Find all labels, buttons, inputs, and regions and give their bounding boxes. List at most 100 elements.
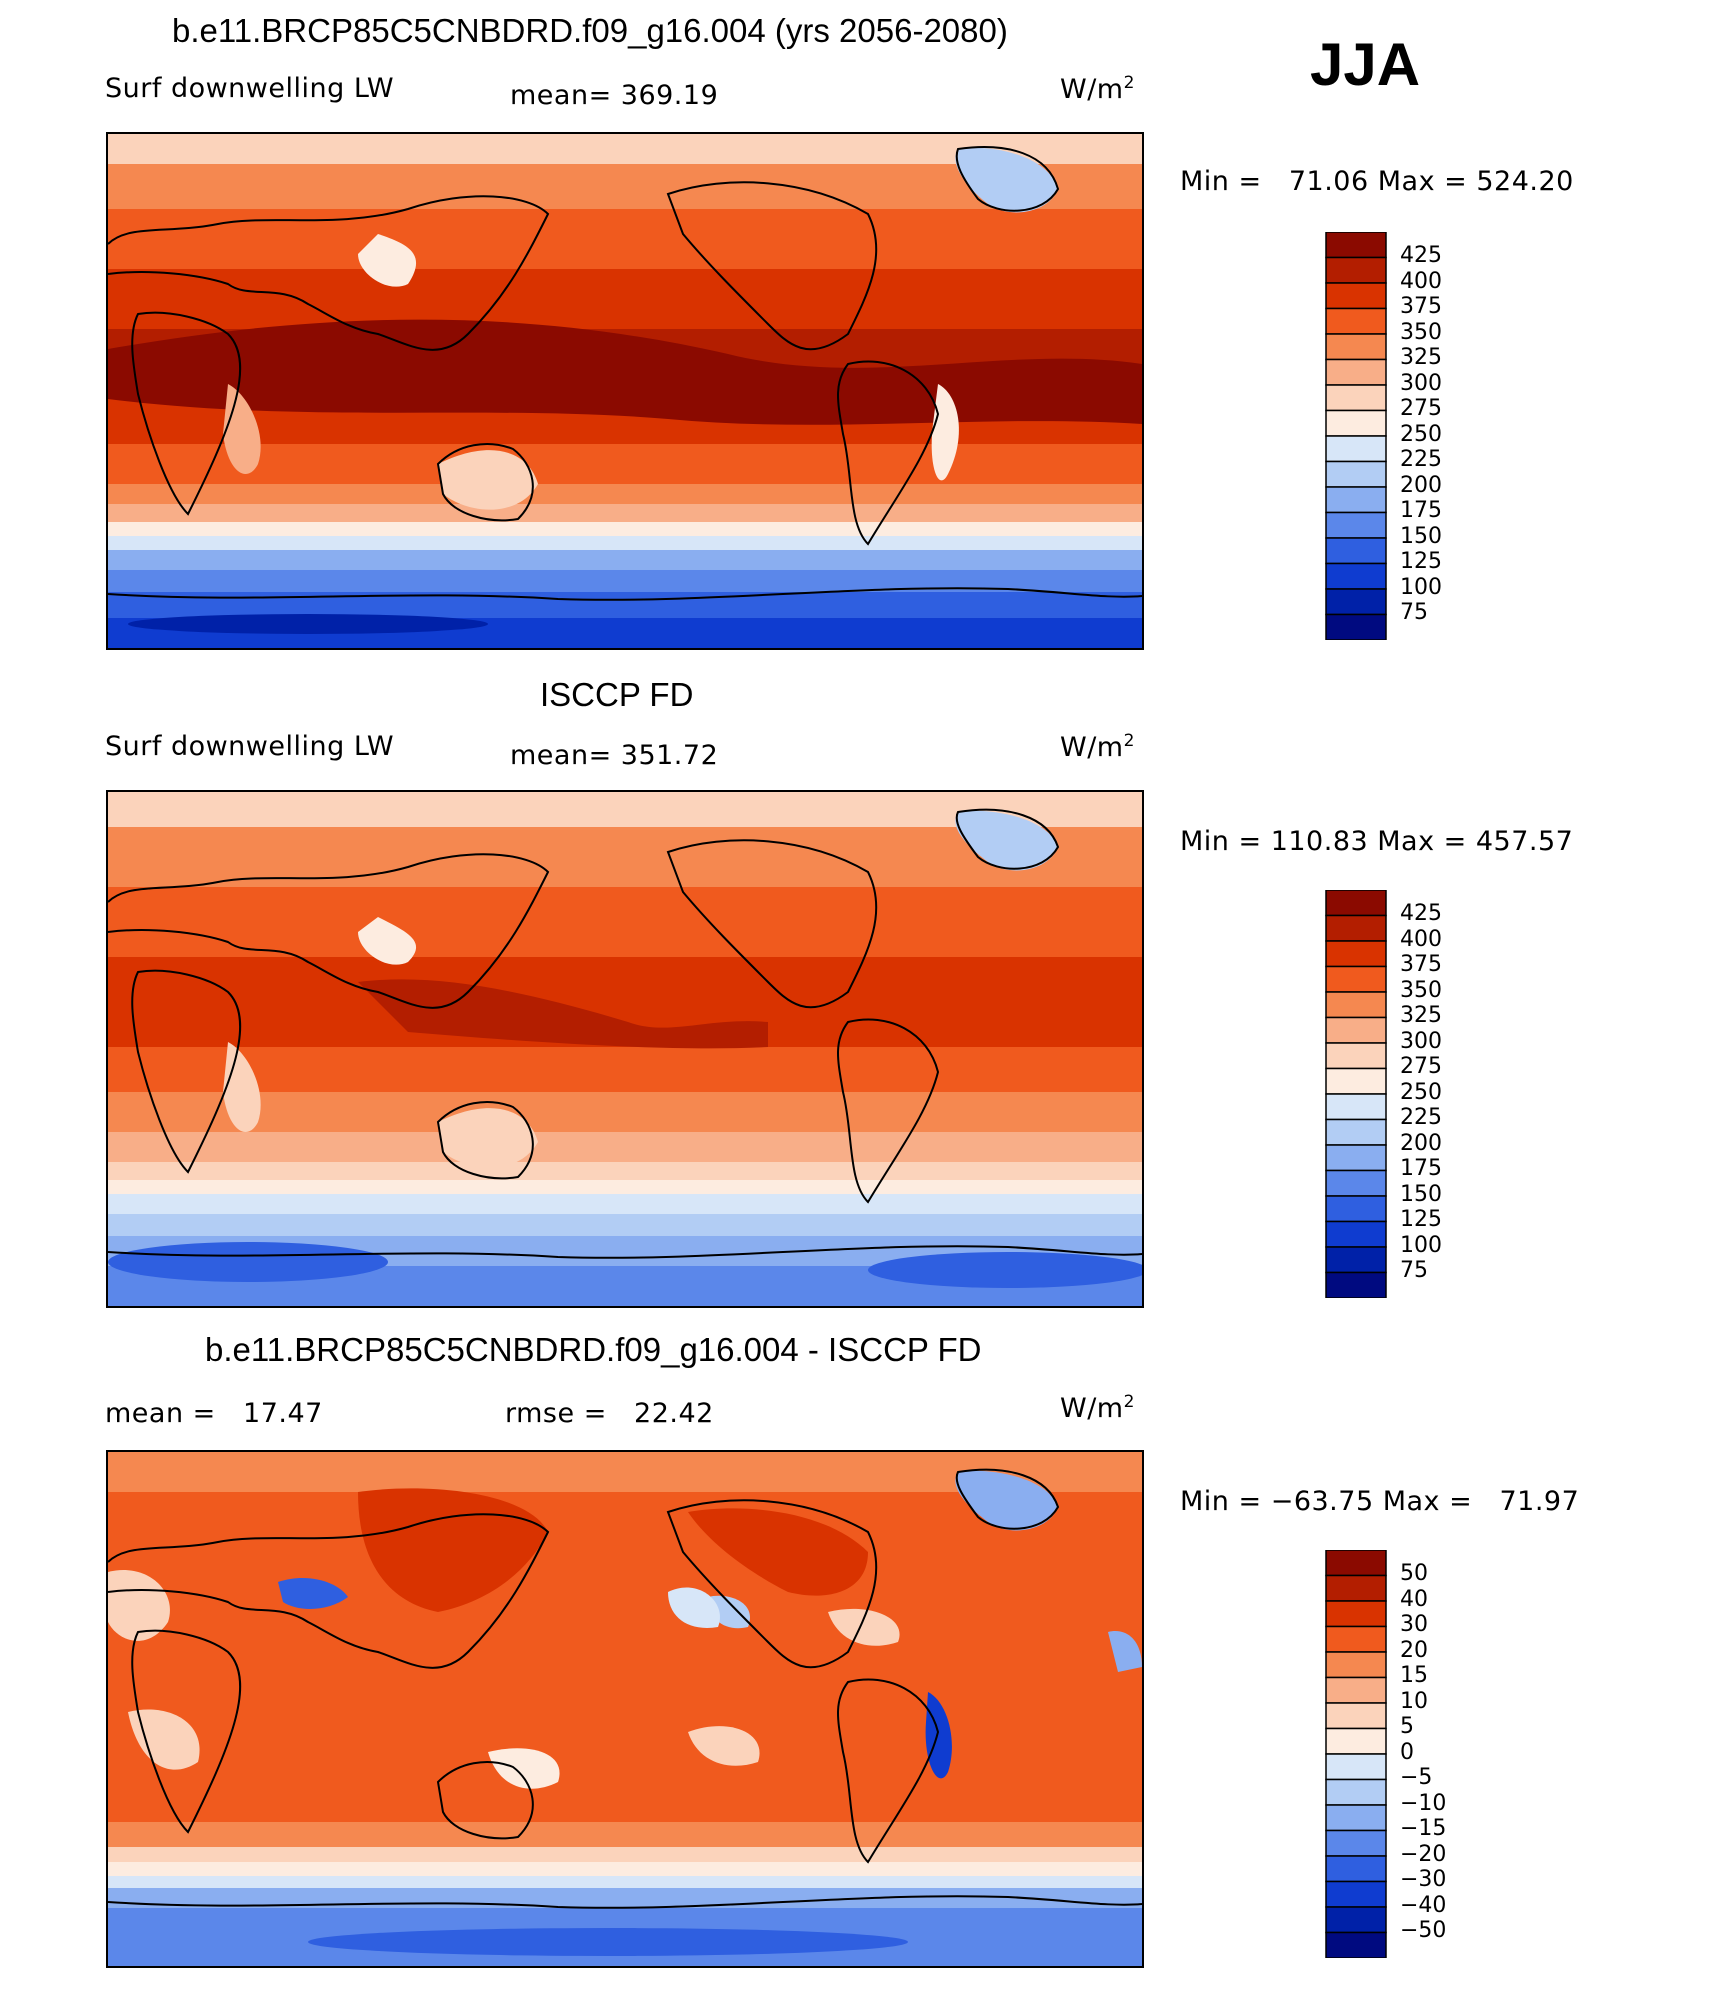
- panel3-mean-label: mean = 17.47: [105, 1398, 323, 1429]
- colorbar-box: [1325, 384, 1387, 412]
- colorbar-tick-label: 75: [1400, 600, 1428, 625]
- colorbar-box: [1325, 613, 1387, 640]
- panel3-colorbar-svg: [1325, 1550, 1387, 1958]
- colorbar-tick-label: 325: [1400, 345, 1442, 370]
- colorbar-tick-label: 5: [1400, 1714, 1414, 1739]
- colorbar-tick-label: −30: [1400, 1867, 1447, 1892]
- colorbar-tick-label: 125: [1400, 1207, 1442, 1232]
- colorbar-box: [1325, 511, 1387, 539]
- panel3-map-svg: [108, 1452, 1142, 1966]
- colorbar-tick-label: 425: [1400, 901, 1442, 926]
- colorbar-box: [1325, 1067, 1387, 1095]
- colorbar-tick-label: 50: [1400, 1561, 1428, 1586]
- colorbar-box: [1325, 1600, 1387, 1628]
- colorbar-box: [1325, 1271, 1387, 1298]
- panel1-units-exp: 2: [1123, 73, 1135, 93]
- colorbar-tick-label: −50: [1400, 1918, 1447, 1943]
- colorbar-box: [1325, 562, 1387, 590]
- panel1-units: W/m2: [1060, 73, 1135, 105]
- colorbar-box: [1325, 282, 1387, 310]
- panel3-map: [106, 1450, 1144, 1968]
- colorbar-box: [1325, 1169, 1387, 1197]
- colorbar-box: [1325, 486, 1387, 514]
- colorbar-box: [1325, 991, 1387, 1019]
- panel2-minmax: Min = 110.83 Max = 457.57: [1180, 826, 1574, 857]
- panel2-units-text: W/m: [1060, 732, 1124, 763]
- panel2-mean-label: mean= 351.72: [510, 740, 719, 771]
- colorbar-tick-label: 300: [1400, 370, 1442, 396]
- panel1-colorbar-svg: [1325, 232, 1387, 640]
- colorbar-tick-label: 250: [1400, 421, 1442, 447]
- panel2-units-exp: 2: [1123, 731, 1135, 751]
- panel1-mean-label: mean= 369.19: [510, 80, 719, 111]
- colorbar-box: [1325, 1880, 1387, 1908]
- colorbar-box: [1325, 537, 1387, 565]
- colorbar-box: [1325, 1702, 1387, 1730]
- colorbar-tick-label: 375: [1400, 952, 1442, 977]
- colorbar-tick-label: 325: [1400, 1003, 1442, 1028]
- colorbar-box: [1325, 333, 1387, 361]
- panel1-colorbar: [1325, 232, 1387, 640]
- colorbar-box: [1325, 1118, 1387, 1146]
- colorbar-tick-label: 100: [1400, 574, 1442, 600]
- colorbar-tick-label: 150: [1400, 1181, 1442, 1207]
- panel2-colorbar: [1325, 890, 1387, 1298]
- colorbar-box: [1325, 1042, 1387, 1070]
- panel3-minmax: Min = −63.75 Max = 71.97: [1180, 1486, 1580, 1517]
- colorbar-box: [1325, 1550, 1387, 1577]
- colorbar-box: [1325, 256, 1387, 284]
- season-label: JJA: [1310, 31, 1421, 98]
- panel3-rmse-label: rmse = 22.42: [505, 1398, 714, 1429]
- colorbar-box: [1325, 1220, 1387, 1248]
- colorbar-tick-label: −15: [1400, 1816, 1447, 1841]
- colorbar-box: [1325, 1931, 1387, 1958]
- colorbar-box: [1325, 1195, 1387, 1223]
- panel3-units-exp: 2: [1123, 1392, 1135, 1412]
- colorbar-tick-label: 20: [1400, 1637, 1428, 1663]
- panel3-title: b.e11.BRCP85C5CNBDRD.f09_g16.004 - ISCCP…: [205, 1331, 982, 1368]
- colorbar-tick-label: 225: [1400, 1105, 1442, 1130]
- colorbar-box: [1325, 1676, 1387, 1704]
- colorbar-box: [1325, 358, 1387, 386]
- panel1-map: [106, 132, 1144, 650]
- colorbar-box: [1325, 1093, 1387, 1121]
- colorbar-tick-label: −40: [1400, 1892, 1447, 1918]
- colorbar-box: [1325, 232, 1387, 259]
- colorbar-tick-label: 125: [1400, 549, 1442, 574]
- colorbar-box: [1325, 1829, 1387, 1857]
- colorbar-box: [1325, 1246, 1387, 1274]
- colorbar-box: [1325, 409, 1387, 437]
- colorbar-box: [1325, 460, 1387, 488]
- colorbar-tick-label: 350: [1400, 319, 1442, 345]
- colorbar-tick-label: 250: [1400, 1079, 1442, 1105]
- panel3-units-text: W/m: [1060, 1393, 1124, 1424]
- panel2-units: W/m2: [1060, 731, 1135, 763]
- colorbar-tick-label: 275: [1400, 1054, 1442, 1079]
- colorbar-box: [1325, 1855, 1387, 1883]
- colorbar-box: [1325, 1778, 1387, 1806]
- colorbar-tick-label: 200: [1400, 472, 1442, 498]
- colorbar-tick-label: 15: [1400, 1663, 1428, 1688]
- colorbar-box: [1325, 588, 1387, 616]
- colorbar-box: [1325, 1906, 1387, 1934]
- colorbar-box: [1325, 965, 1387, 993]
- colorbar-tick-label: −5: [1400, 1765, 1433, 1790]
- colorbar-box: [1325, 1625, 1387, 1653]
- colorbar-tick-label: 275: [1400, 396, 1442, 421]
- colorbar-tick-label: 225: [1400, 447, 1442, 472]
- colorbar-box: [1325, 914, 1387, 942]
- colorbar-tick-label: 0: [1400, 1739, 1414, 1765]
- colorbar-tick-label: 400: [1400, 268, 1442, 294]
- colorbar-tick-label: 175: [1400, 498, 1442, 523]
- panel3-units: W/m2: [1060, 1392, 1135, 1424]
- panel3-colorbar: [1325, 1550, 1387, 1958]
- colorbar-tick-label: 40: [1400, 1586, 1428, 1612]
- colorbar-box: [1325, 307, 1387, 335]
- colorbar-tick-label: 300: [1400, 1028, 1442, 1054]
- panel1-title: b.e11.BRCP85C5CNBDRD.f09_g16.004 (yrs 20…: [172, 12, 1008, 49]
- colorbar-tick-label: 400: [1400, 926, 1442, 952]
- colorbar-tick-label: 100: [1400, 1232, 1442, 1258]
- colorbar-tick-label: −20: [1400, 1841, 1447, 1867]
- panel2-colorbar-svg: [1325, 890, 1387, 1298]
- colorbar-box: [1325, 1574, 1387, 1602]
